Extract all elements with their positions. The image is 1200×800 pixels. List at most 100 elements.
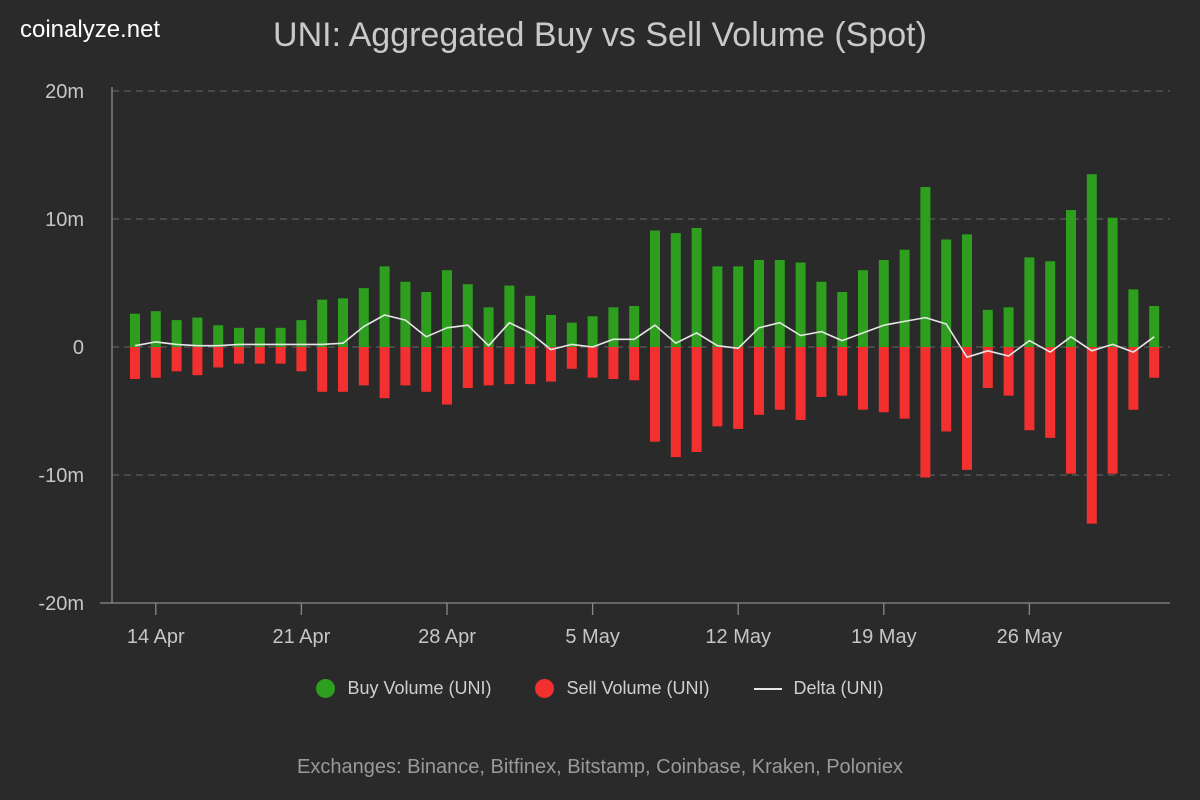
buy-volume-bar <box>192 317 203 347</box>
legend-label-sell: Sell Volume (UNI) <box>566 678 710 698</box>
sell-volume-bar <box>234 347 244 364</box>
buy-volume-bar <box>629 306 640 347</box>
x-tick-label: 14 Apr <box>127 626 185 648</box>
sell-dot-icon <box>535 679 555 698</box>
sell-volume-bar <box>358 347 369 386</box>
sell-volume-bar <box>379 347 390 399</box>
buy-volume-bar <box>234 327 244 347</box>
buy-volume-bar <box>608 307 619 347</box>
buy-volume-bar <box>171 320 182 347</box>
legend-label-buy: Buy Volume (UNI) <box>347 678 492 698</box>
delta-line-icon <box>753 687 782 690</box>
sell-volume-bar <box>795 347 806 420</box>
sell-volume-bar <box>941 347 952 432</box>
line-layer <box>134 314 1155 359</box>
sell-volume-bar <box>608 347 619 379</box>
sell-volume-bar <box>587 347 598 378</box>
buy-volume-bar <box>1045 261 1056 347</box>
buy-volume-bar <box>379 266 390 347</box>
legend: Buy Volume (UNI) Sell Volume (UNI) Delta… <box>0 678 1200 699</box>
x-tick-label: 28 Apr <box>418 626 476 648</box>
sell-volume-bar <box>899 347 910 419</box>
legend-item-delta[interactable]: Delta (UNI) <box>753 678 884 699</box>
sell-volume-bar <box>317 347 328 392</box>
buy-volume-bar <box>837 291 848 347</box>
buy-volume-bar <box>421 291 432 347</box>
y-tick-label: -10m <box>38 465 84 487</box>
sell-volume-bar <box>670 347 681 458</box>
sell-volume-bar <box>1003 347 1014 396</box>
buy-volume-bar <box>962 234 972 347</box>
buy-volume-bar <box>150 311 161 347</box>
bar-layer <box>130 174 1160 524</box>
buy-volume-bar <box>130 313 140 347</box>
sell-volume-bar <box>213 347 224 368</box>
sell-volume-bar <box>1107 347 1118 474</box>
buy-volume-bar <box>1149 306 1160 347</box>
buy-volume-bar <box>1066 210 1076 347</box>
y-tick-label: -20m <box>38 593 84 615</box>
delta-line <box>134 314 1155 359</box>
buy-volume-bar <box>982 309 993 347</box>
buy-volume-bar <box>670 233 681 347</box>
buy-volume-bar <box>878 259 889 347</box>
sell-volume-bar <box>483 347 494 386</box>
sell-volume-bar <box>275 347 286 364</box>
buy-dot-icon <box>316 679 336 698</box>
sell-volume-bar <box>400 347 411 386</box>
buy-volume-bar <box>1107 217 1118 347</box>
sell-volume-bar <box>462 347 473 388</box>
buy-volume-bar <box>733 266 744 347</box>
buy-volume-bar <box>566 322 577 347</box>
sell-volume-bar <box>296 347 307 372</box>
y-tick-label: 10m <box>45 209 84 231</box>
x-tick-label: 12 May <box>705 626 771 648</box>
sell-volume-bar <box>192 347 203 376</box>
sell-volume-bar <box>566 347 577 369</box>
buy-volume-bar <box>275 327 286 347</box>
buy-volume-bar <box>213 325 224 347</box>
buy-volume-bar <box>338 298 348 347</box>
sell-volume-bar <box>754 347 764 415</box>
buy-volume-bar <box>317 299 328 347</box>
sell-volume-bar <box>733 347 744 429</box>
buy-volume-bar <box>1003 307 1014 347</box>
x-tick-label: 19 May <box>851 626 917 648</box>
buy-volume-bar <box>483 307 494 347</box>
sell-volume-bar <box>1086 347 1097 524</box>
sell-volume-bar <box>421 347 432 392</box>
sell-volume-bar <box>650 347 660 442</box>
buy-volume-bar <box>712 266 723 347</box>
sell-volume-bar <box>525 347 536 385</box>
sell-volume-bar <box>858 347 868 410</box>
legend-item-buy[interactable]: Buy Volume (UNI) <box>316 678 491 699</box>
sell-volume-bar <box>1128 347 1139 410</box>
sell-volume-bar <box>130 347 140 379</box>
sell-volume-bar <box>629 347 640 381</box>
sell-volume-bar <box>774 347 785 410</box>
buy-volume-bar <box>254 327 265 347</box>
buy-volume-bar <box>650 230 660 347</box>
axis-layer: 20m 10m 0 -10m -20m 14 Apr 21 Apr 28 Apr 5 May 12… <box>38 81 1170 648</box>
sell-volume-bar <box>962 347 972 470</box>
buy-volume-bar <box>462 284 473 347</box>
sell-volume-bar <box>712 347 723 427</box>
buy-volume-bar <box>587 316 598 347</box>
sell-volume-bar <box>1066 347 1076 474</box>
sell-volume-bar <box>837 347 848 396</box>
legend-item-sell[interactable]: Sell Volume (UNI) <box>535 678 710 699</box>
sell-volume-bar <box>1024 347 1035 431</box>
sell-volume-bar <box>920 347 931 478</box>
buy-volume-bar <box>795 262 806 347</box>
buy-volume-bar <box>1024 257 1035 347</box>
chart-title: UNI: Aggregated Buy vs Sell Volume (Spot… <box>273 16 927 54</box>
brand-logo-text[interactable]: coinalyze.net <box>20 16 161 43</box>
sell-volume-bar <box>504 347 515 385</box>
x-tick-label: 21 Apr <box>272 626 330 648</box>
sell-volume-bar <box>816 347 827 397</box>
buy-volume-bar <box>691 227 702 347</box>
sell-volume-bar <box>1045 347 1056 438</box>
buy-volume-bar <box>525 295 536 347</box>
y-tick-label: 0 <box>73 337 84 359</box>
sell-volume-bar <box>150 347 161 378</box>
